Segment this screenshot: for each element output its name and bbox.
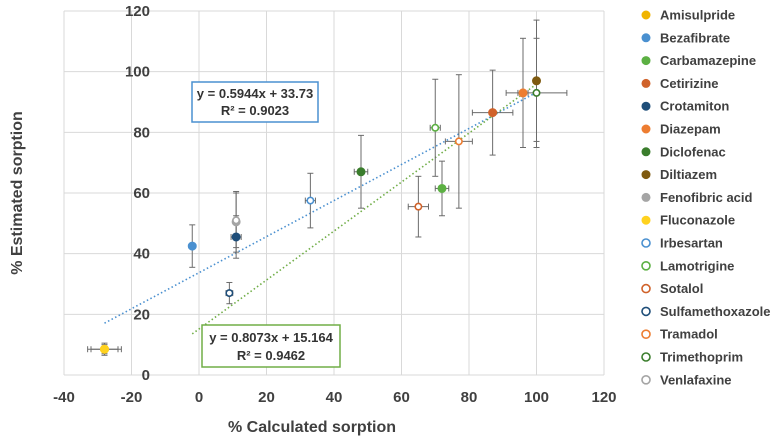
blue-trend-line <box>104 91 537 324</box>
legend-marker <box>641 147 651 157</box>
data-point-carbamazepine <box>437 183 447 193</box>
legend-label: Sulfamethoxazole <box>660 304 771 319</box>
data-point-diclofenac <box>356 167 366 177</box>
legend-label: Bezafibrate <box>660 30 730 45</box>
x-tick-label: 0 <box>195 389 203 406</box>
blue-r-squared: R² = 0.9023 <box>221 103 289 118</box>
data-point-sotalol <box>414 202 423 211</box>
x-tick-label: 60 <box>393 389 410 406</box>
y-tick-label: 120 <box>125 3 150 20</box>
legend-marker <box>641 124 651 134</box>
legend: Amisulpride Bezafibrate Carbamazepine Cetir… <box>641 8 771 387</box>
legend-label: Cetirizine <box>660 76 719 91</box>
data-point-trimethoprim <box>532 88 541 97</box>
data-point-diazepam <box>518 88 528 98</box>
data-point-bezafibrate <box>187 241 197 251</box>
data-point-sulfamethoxazole <box>225 289 234 298</box>
y-axis-title: % Estimated sorption <box>9 111 26 275</box>
blue-equation: y = 0.5944x + 33.73 <box>197 86 313 101</box>
data-point-irbesartan <box>306 196 315 205</box>
legend-marker <box>641 78 651 88</box>
y-tick-label: 100 <box>125 64 150 81</box>
x-tick-label: 20 <box>258 389 275 406</box>
error-bars <box>87 19 568 356</box>
legend-label: Carbamazepine <box>660 53 756 68</box>
x-tick-label: -20 <box>121 389 143 406</box>
gridlines <box>63 10 605 376</box>
legend-marker <box>641 352 651 362</box>
legend-label: Fenofibric acid <box>660 190 753 205</box>
green-equation: y = 0.8073x + 15.164 <box>209 330 333 345</box>
data-point-crotamiton <box>231 232 241 242</box>
legend-marker <box>641 238 651 248</box>
y-tick-label: 0 <box>142 367 150 384</box>
green-equation-box: y = 0.8073x + 15.164 R² = 0.9462 <box>201 324 341 368</box>
legend-label: Diltiazem <box>660 167 717 182</box>
x-tick-label: 120 <box>591 389 616 406</box>
legend-label: Tramadol <box>660 327 718 342</box>
data-point-diltiazem <box>532 76 541 86</box>
legend-label: Diazepam <box>660 122 721 137</box>
x-axis-title: % Calculated sorption <box>228 419 396 436</box>
x-tick-labels: -40 -20 0 20 40 60 80 100 120 <box>53 389 616 406</box>
green-trend-line <box>191 83 537 335</box>
x-tick-label: 100 <box>524 389 549 406</box>
legend-marker <box>641 329 651 340</box>
x-tick-label: 40 <box>326 389 343 406</box>
x-tick-label: -40 <box>53 389 75 406</box>
green-r-squared: R² = 0.9462 <box>237 348 305 363</box>
legend-label: Fluconazole <box>660 213 735 228</box>
legend-marker <box>641 10 651 20</box>
legend-marker <box>641 306 651 317</box>
data-point-fluconazole <box>100 344 109 354</box>
legend-marker <box>641 56 651 66</box>
data-point-venlafaxine <box>232 216 241 225</box>
data-point-tramadol <box>454 137 463 146</box>
data-point-lamotrigine <box>431 123 440 132</box>
y-tick-labels: 0 20 40 60 80 100 120 <box>125 3 150 384</box>
legend-label: Sotalol <box>660 281 703 296</box>
legend-marker <box>641 283 651 294</box>
legend-label: Diclofenac <box>660 144 726 159</box>
y-tick-label: 60 <box>133 185 150 202</box>
y-tick-label: 80 <box>133 124 150 141</box>
legend-marker <box>641 374 651 385</box>
legend-label: Lamotrigine <box>660 258 734 273</box>
legend-label: Venlafaxine <box>660 372 732 387</box>
y-tick-label: 20 <box>133 306 150 323</box>
legend-label: Crotamiton <box>660 99 729 114</box>
legend-marker <box>641 33 651 43</box>
legend-marker <box>641 215 651 225</box>
legend-marker <box>641 170 651 180</box>
legend-label: Irbesartan <box>660 236 723 251</box>
legend-label: Amisulpride <box>660 8 735 23</box>
legend-marker <box>641 101 651 111</box>
legend-marker <box>641 260 651 271</box>
blue-equation-box: y = 0.5944x + 33.73 R² = 0.9023 <box>191 81 319 123</box>
y-tick-label: 40 <box>133 246 150 263</box>
x-tick-label: 80 <box>461 389 478 406</box>
data-points <box>100 76 541 354</box>
data-point-cetirizine <box>488 108 498 118</box>
legend-label: Trimethoprim <box>660 350 743 365</box>
legend-marker <box>641 192 651 202</box>
trendlines <box>104 83 537 335</box>
